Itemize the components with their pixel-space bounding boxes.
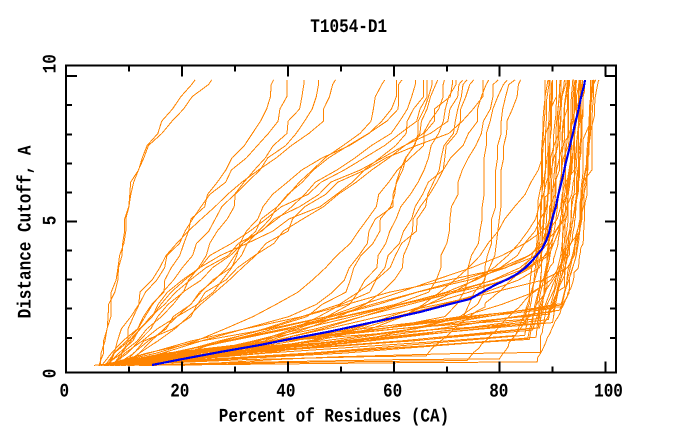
svg-text:5: 5 xyxy=(40,216,62,226)
svg-text:60: 60 xyxy=(383,381,402,403)
svg-text:T1054-D1: T1054-D1 xyxy=(310,16,387,38)
svg-text:40: 40 xyxy=(276,381,295,403)
svg-text:0: 0 xyxy=(59,381,69,403)
svg-text:0: 0 xyxy=(40,369,62,379)
svg-text:100: 100 xyxy=(594,381,623,403)
svg-text:20: 20 xyxy=(170,381,189,403)
svg-text:Distance Cutoff, A: Distance Cutoff, A xyxy=(15,145,37,318)
svg-text:Percent of Residues (CA): Percent of Residues (CA) xyxy=(219,406,449,428)
svg-text:10: 10 xyxy=(40,54,62,73)
svg-text:80: 80 xyxy=(489,381,508,403)
